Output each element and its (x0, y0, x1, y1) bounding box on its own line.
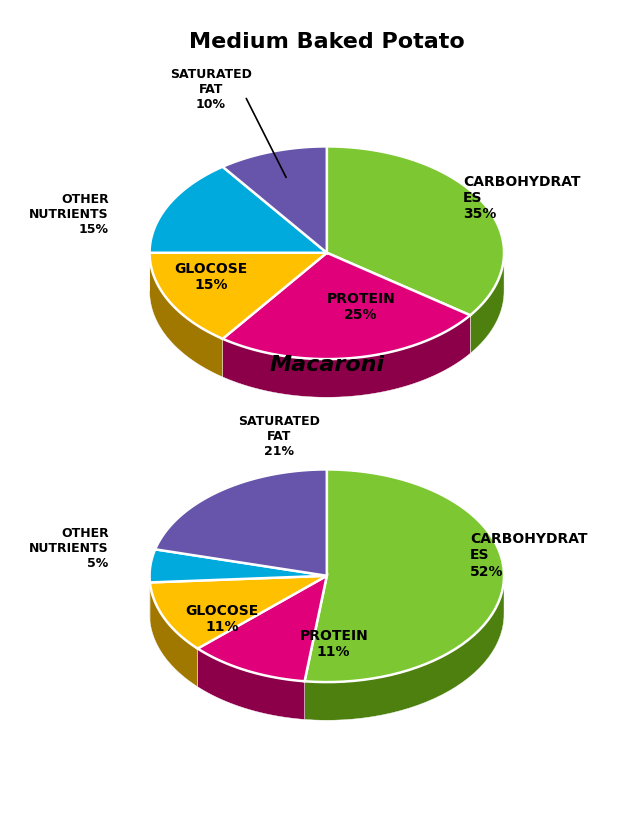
Polygon shape (223, 315, 470, 397)
Text: the nutritional consistency of two dinners: the nutritional consistency of two dinne… (73, 794, 567, 813)
Polygon shape (327, 146, 504, 315)
Polygon shape (150, 253, 327, 339)
Polygon shape (198, 649, 305, 720)
Text: GLOCOSE
11%: GLOCOSE 11% (185, 604, 259, 634)
Polygon shape (470, 253, 504, 353)
Text: CARBOHYDRAT
ES
35%: CARBOHYDRAT ES 35% (463, 175, 580, 221)
Text: Macaroni: Macaroni (269, 355, 385, 375)
Polygon shape (150, 167, 327, 253)
Polygon shape (150, 550, 327, 582)
Polygon shape (223, 253, 470, 359)
Polygon shape (305, 574, 504, 720)
Text: SATURATED
FAT
10%: SATURATED FAT 10% (170, 68, 252, 111)
Polygon shape (155, 470, 327, 576)
Text: OTHER
NUTRIENTS
5%: OTHER NUTRIENTS 5% (29, 527, 109, 570)
Text: SATURATED
FAT
21%: SATURATED FAT 21% (238, 415, 320, 458)
Text: GLOCOSE
15%: GLOCOSE 15% (174, 263, 248, 292)
Polygon shape (198, 576, 327, 681)
Text: PROTEIN
11%: PROTEIN 11% (300, 629, 368, 659)
Text: OTHER
NUTRIENTS
15%: OTHER NUTRIENTS 15% (29, 193, 109, 236)
Text: CARBOHYDRAT
ES
52%: CARBOHYDRAT ES 52% (470, 532, 588, 579)
Polygon shape (305, 470, 504, 682)
Text: Medium Baked Potato: Medium Baked Potato (189, 32, 465, 52)
Polygon shape (150, 253, 223, 377)
Polygon shape (150, 582, 198, 687)
Polygon shape (150, 576, 327, 649)
Text: PROTEIN
25%: PROTEIN 25% (326, 292, 396, 322)
Polygon shape (223, 146, 327, 253)
